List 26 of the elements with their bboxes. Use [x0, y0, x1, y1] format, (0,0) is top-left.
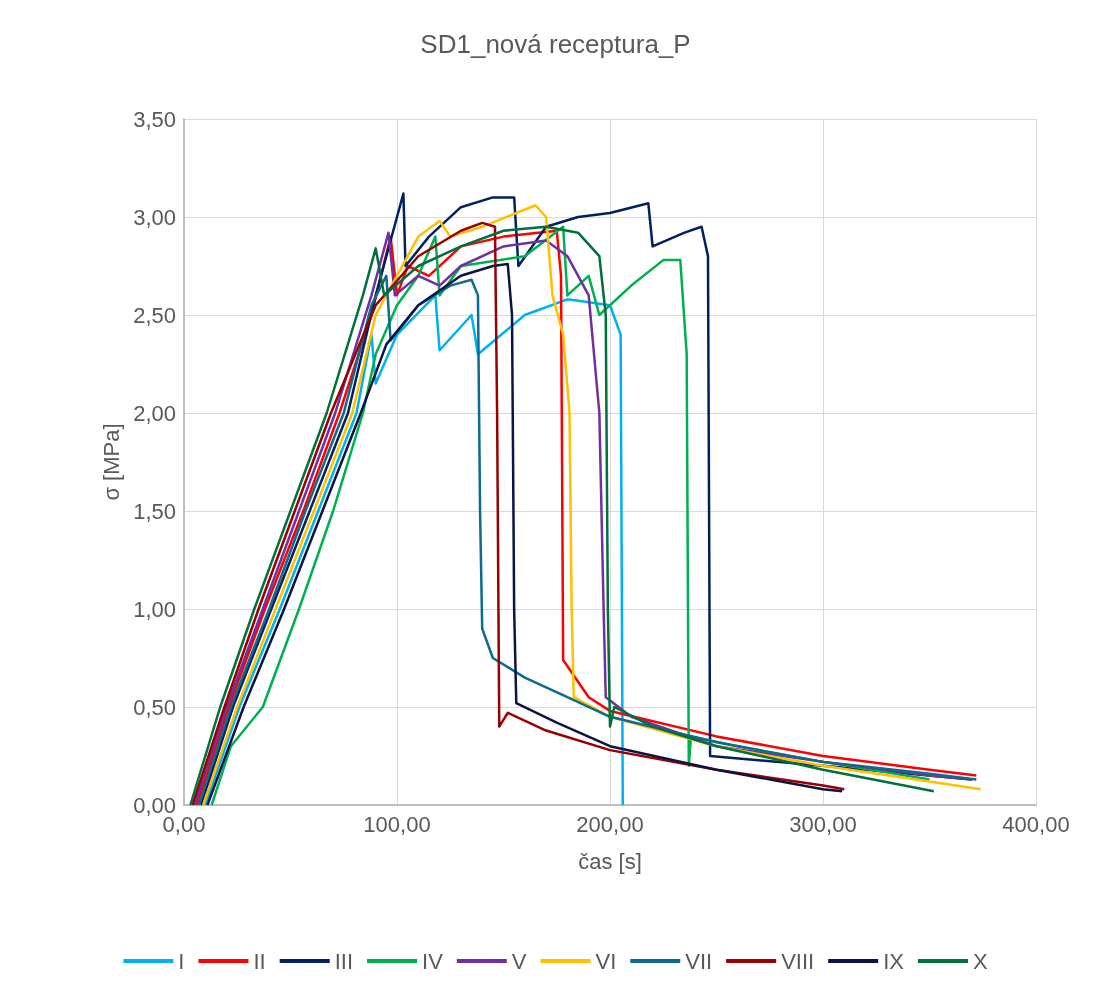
chart-title: SD1_nová receptura_P	[420, 29, 691, 59]
y-axis-title: σ [MPa]	[98, 423, 124, 501]
line-series	[204, 294, 625, 807]
y-tick-label: 1,50	[133, 498, 176, 524]
y-tick-label: 1,00	[133, 596, 176, 622]
x-tick-label: 400,00	[1002, 811, 1070, 837]
legend-label: I	[178, 948, 185, 974]
legend-label: V	[511, 948, 527, 974]
y-tick-label: 3,00	[133, 204, 176, 230]
legend-label: IX	[883, 948, 905, 974]
legend-label: III	[334, 948, 354, 974]
x-tick-label: 300,00	[789, 811, 857, 837]
x-axis-title: čas [s]	[578, 848, 642, 874]
legend-label: VIII	[781, 948, 815, 974]
y-tick-label: 0,50	[133, 694, 176, 720]
legend-label: II	[253, 948, 266, 974]
legend-label: X	[972, 948, 988, 974]
y-tick-label: 2,00	[133, 400, 176, 426]
y-tick-label: 3,50	[133, 106, 176, 132]
x-tick-label: 100,00	[363, 811, 431, 837]
legend-label: VII	[685, 948, 713, 974]
x-tick-label: 200,00	[576, 811, 644, 837]
y-tick-label: 0,00	[133, 792, 176, 818]
legend-label: IV	[422, 948, 444, 974]
y-tick-label: 2,50	[133, 302, 176, 328]
legend-label: VI	[595, 948, 617, 974]
